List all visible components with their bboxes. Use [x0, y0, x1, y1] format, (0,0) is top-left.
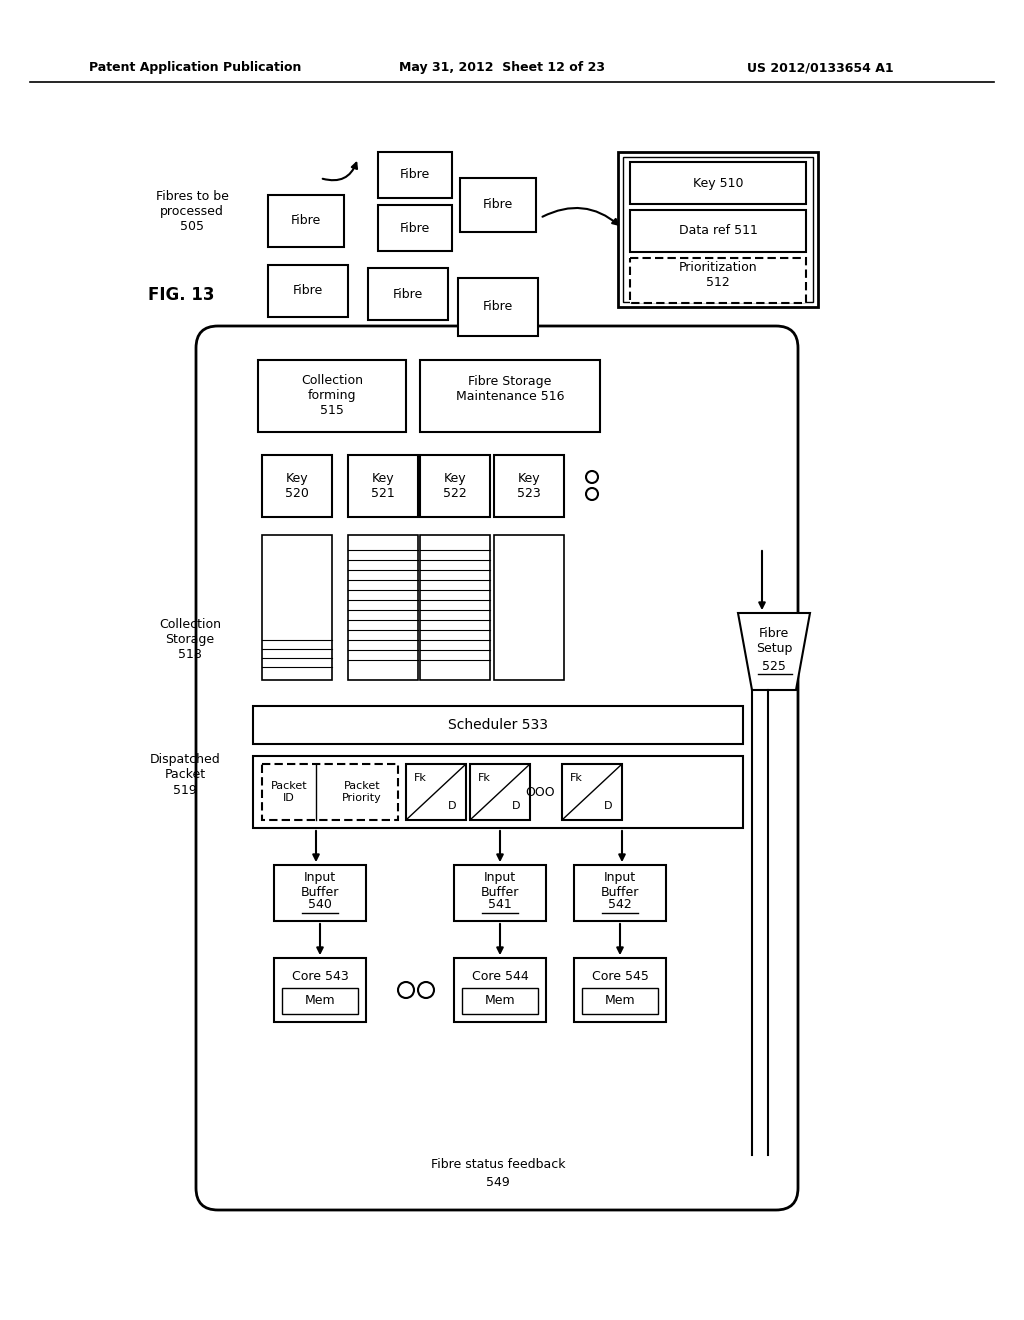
FancyBboxPatch shape: [196, 326, 798, 1210]
Text: Fk: Fk: [477, 774, 490, 783]
Bar: [460, 178, 536, 232]
Bar: [368, 268, 449, 319]
Text: US 2012/0133654 A1: US 2012/0133654 A1: [746, 62, 893, 74]
Text: Data ref 511: Data ref 511: [679, 224, 758, 238]
Bar: [262, 455, 332, 517]
Bar: [574, 958, 666, 1022]
Bar: [623, 157, 813, 302]
Text: D: D: [447, 801, 457, 810]
Text: Fibre status feedback: Fibre status feedback: [431, 1159, 565, 1172]
Text: Fibre Storage
Maintenance 516: Fibre Storage Maintenance 516: [456, 375, 564, 403]
Bar: [562, 764, 622, 820]
Text: Patent Application Publication: Patent Application Publication: [89, 62, 301, 74]
Text: Input
Buffer: Input Buffer: [301, 871, 339, 899]
Text: Mem: Mem: [305, 994, 335, 1007]
Polygon shape: [738, 612, 810, 690]
Text: Core 543: Core 543: [292, 969, 348, 982]
Text: Key
520: Key 520: [285, 473, 309, 500]
Text: OOO: OOO: [525, 785, 555, 799]
Bar: [574, 865, 666, 921]
Bar: [268, 265, 348, 317]
Text: Core 545: Core 545: [592, 969, 648, 982]
Text: Fibre: Fibre: [293, 285, 324, 297]
Text: Mem: Mem: [605, 994, 635, 1007]
Text: Collection
forming
515: Collection forming 515: [301, 375, 362, 417]
Text: 525: 525: [762, 660, 786, 673]
Bar: [630, 257, 806, 304]
Text: 542: 542: [608, 899, 632, 912]
Bar: [630, 210, 806, 252]
Text: Key
523: Key 523: [517, 473, 541, 500]
Text: 549: 549: [486, 1176, 510, 1188]
Bar: [378, 152, 452, 198]
Text: Key
521: Key 521: [371, 473, 395, 500]
Text: Fibre: Fibre: [483, 198, 513, 211]
Bar: [420, 535, 490, 680]
Bar: [582, 987, 658, 1014]
Bar: [454, 958, 546, 1022]
Text: Fk: Fk: [414, 774, 426, 783]
Bar: [630, 162, 806, 205]
Bar: [420, 360, 600, 432]
Text: May 31, 2012  Sheet 12 of 23: May 31, 2012 Sheet 12 of 23: [399, 62, 605, 74]
Text: Key
522: Key 522: [443, 473, 467, 500]
Text: FIG. 13: FIG. 13: [148, 286, 214, 304]
Bar: [274, 958, 366, 1022]
Text: Prioritization
512: Prioritization 512: [679, 261, 758, 289]
Bar: [253, 706, 743, 744]
Text: Fibre: Fibre: [483, 301, 513, 314]
Text: Fibres to be
processed
505: Fibres to be processed 505: [156, 190, 228, 234]
Bar: [268, 195, 344, 247]
Text: Collection
Storage
518: Collection Storage 518: [159, 619, 221, 661]
Text: Fibre: Fibre: [400, 169, 430, 181]
Text: Key 510: Key 510: [693, 177, 743, 190]
Text: Mem: Mem: [484, 994, 515, 1007]
Bar: [282, 987, 358, 1014]
Bar: [462, 987, 538, 1014]
Bar: [458, 279, 538, 337]
Bar: [348, 535, 418, 680]
Text: Fibre: Fibre: [400, 222, 430, 235]
Text: Fibre: Fibre: [393, 288, 423, 301]
Bar: [420, 455, 490, 517]
Bar: [406, 764, 466, 820]
Text: Input
Buffer: Input Buffer: [481, 871, 519, 899]
Bar: [494, 535, 564, 680]
Text: D: D: [512, 801, 520, 810]
Text: Packet
Priority: Packet Priority: [342, 781, 382, 803]
Bar: [618, 152, 818, 308]
Text: Core 544: Core 544: [472, 969, 528, 982]
Bar: [262, 764, 398, 820]
Text: Scheduler 533: Scheduler 533: [449, 718, 548, 733]
Text: D: D: [604, 801, 612, 810]
Bar: [454, 865, 546, 921]
Text: Input
Buffer: Input Buffer: [601, 871, 639, 899]
Bar: [258, 360, 406, 432]
Bar: [348, 455, 418, 517]
Bar: [378, 205, 452, 251]
Bar: [262, 535, 332, 680]
Text: Packet
ID: Packet ID: [270, 781, 307, 803]
Bar: [470, 764, 530, 820]
Text: Fibre: Fibre: [291, 214, 322, 227]
Text: Fibre
Setup: Fibre Setup: [756, 627, 793, 655]
Text: Fk: Fk: [569, 774, 583, 783]
Bar: [274, 865, 366, 921]
Bar: [253, 756, 743, 828]
Bar: [494, 455, 564, 517]
Text: 541: 541: [488, 899, 512, 912]
Text: 540: 540: [308, 899, 332, 912]
Text: Dispatched
Packet
519: Dispatched Packet 519: [150, 754, 220, 796]
